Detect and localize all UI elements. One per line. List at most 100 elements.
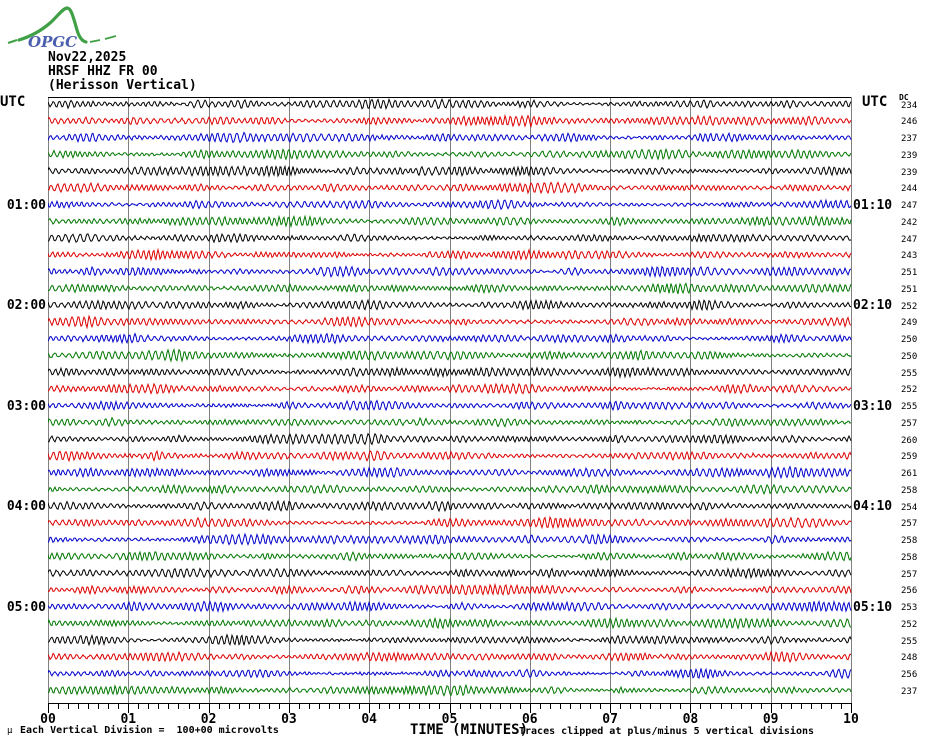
right-hour-label: 05:10 xyxy=(853,599,893,615)
dc-value: 242 xyxy=(901,217,918,228)
left-hour-label: 01:00 xyxy=(6,197,46,213)
trace-row-0300 xyxy=(48,399,852,412)
trace-row-0520 xyxy=(48,633,852,647)
trace-row-0100 xyxy=(48,198,852,211)
x-tick-label: 02 xyxy=(200,712,217,727)
trace-row-0150 xyxy=(48,282,852,295)
dc-value: 261 xyxy=(901,469,918,479)
trace-row-0000 xyxy=(48,97,852,111)
trace-row-0310 xyxy=(48,416,852,428)
dc-value: 251 xyxy=(901,268,918,278)
right-hour-label: 03:10 xyxy=(853,398,893,414)
logo-curve xyxy=(17,6,88,44)
trace-row-0450 xyxy=(48,582,852,596)
dc-value: 244 xyxy=(901,184,918,195)
header-station: HRSF HHZ FR 00 xyxy=(48,64,158,79)
left-hour-label: 02:00 xyxy=(6,298,46,313)
right-hour-label: 02:10 xyxy=(853,298,893,313)
trace-row-0340 xyxy=(48,465,852,480)
x-tick-label: 09 xyxy=(762,712,779,727)
trace-row-0250 xyxy=(48,382,852,395)
trace-row-0020 xyxy=(48,131,852,144)
left-utc-label: UTC xyxy=(0,94,26,110)
left-hour-label: 03:00 xyxy=(6,398,46,414)
x-tick-label: 01 xyxy=(120,712,137,727)
dc-value: 258 xyxy=(901,485,918,496)
dc-value: 259 xyxy=(901,452,918,463)
dc-value: 239 xyxy=(901,150,918,161)
trace-row-0030 xyxy=(48,147,852,161)
dc-value: 255 xyxy=(901,402,918,412)
trace-row-0530 xyxy=(48,650,852,664)
trace-row-0220 xyxy=(48,332,852,345)
dc-value: 239 xyxy=(901,167,918,178)
dc-value: 260 xyxy=(901,435,918,446)
dc-value: 234 xyxy=(901,100,918,111)
trace-row-0010 xyxy=(48,113,852,129)
x-tick-label: 08 xyxy=(682,712,699,727)
x-tick-label: 05 xyxy=(441,712,458,727)
dc-value: 257 xyxy=(901,519,918,530)
x-axis-title: TIME (MINUTES) xyxy=(410,722,529,738)
dc-value: 248 xyxy=(901,653,918,664)
trace-row-0350 xyxy=(48,483,852,496)
dc-value: 237 xyxy=(901,686,918,697)
opgc-logo: OPGC xyxy=(7,6,117,51)
trace-row-0110 xyxy=(48,214,852,229)
x-tick-label: 03 xyxy=(281,712,297,727)
trace-row-0140 xyxy=(48,265,852,279)
x-tick-label: 10 xyxy=(843,712,859,727)
dc-value: 250 xyxy=(901,351,918,362)
trace-row-0230 xyxy=(48,347,852,363)
dc-value: 255 xyxy=(901,636,918,647)
dc-value: 247 xyxy=(901,234,918,245)
trace-row-0440 xyxy=(48,567,852,580)
right-hour-label: 04:10 xyxy=(853,499,893,514)
trace-row-0500 xyxy=(48,600,852,614)
trace-row-0200 xyxy=(48,298,852,312)
trace-row-0410 xyxy=(48,515,852,530)
dc-value: 249 xyxy=(901,318,918,329)
dc-value: 255 xyxy=(901,368,918,379)
dc-value: 256 xyxy=(901,670,918,680)
dc-value: 250 xyxy=(901,335,918,345)
trace-row-0420 xyxy=(48,532,852,546)
trace-row-0320 xyxy=(48,432,852,446)
dc-value: 247 xyxy=(901,201,918,211)
dc-column-label: DC xyxy=(899,93,909,102)
trace-row-0540 xyxy=(48,667,852,680)
dc-value: 253 xyxy=(901,603,918,613)
dc-value: 243 xyxy=(901,251,918,262)
clip-note: Traces clipped at plus/minus 5 vertical … xyxy=(519,726,815,737)
dc-value: 257 xyxy=(901,569,918,580)
dc-value: 246 xyxy=(901,117,918,128)
dc-value: 237 xyxy=(901,134,918,144)
left-hour-label: 05:00 xyxy=(6,599,46,615)
dc-value: 256 xyxy=(901,586,918,597)
dc-value: 252 xyxy=(901,385,918,396)
logo-curve-right-dash xyxy=(89,35,117,43)
scale-note: Each Vertical Division = 100+00 microvol… xyxy=(20,725,279,736)
trace-row-0430 xyxy=(48,550,852,562)
seismogram-plot xyxy=(48,97,852,713)
dc-value: 252 xyxy=(901,301,918,312)
dc-value: 252 xyxy=(901,619,918,630)
x-tick-label: 00 xyxy=(40,712,56,727)
dc-value: 258 xyxy=(901,552,918,563)
trace-row-0210 xyxy=(48,314,852,330)
trace-row-0510 xyxy=(48,616,852,630)
trace-row-0130 xyxy=(48,247,852,262)
x-tick-label: 06 xyxy=(521,712,538,727)
right-utc-label: UTC xyxy=(862,94,888,110)
trace-row-0240 xyxy=(48,366,852,379)
trace-row-0120 xyxy=(48,232,852,244)
header-description: (Herisson Vertical) xyxy=(48,78,197,93)
right-hour-label: 01:10 xyxy=(853,197,893,213)
trace-row-0050 xyxy=(48,181,852,195)
mu-symbol: µ xyxy=(7,726,13,736)
trace-row-0400 xyxy=(48,499,852,513)
x-tick-label: 07 xyxy=(602,712,618,727)
dc-value: 258 xyxy=(901,536,918,546)
dc-value: 257 xyxy=(901,418,918,429)
